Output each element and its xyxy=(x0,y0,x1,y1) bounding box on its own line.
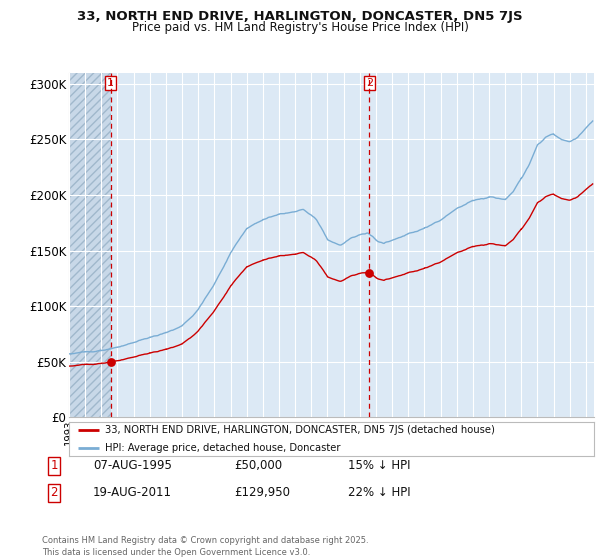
Text: 07-AUG-1995: 07-AUG-1995 xyxy=(93,459,172,473)
Text: 2: 2 xyxy=(50,486,58,500)
Bar xyxy=(69,73,111,417)
Bar xyxy=(69,73,111,417)
Text: 2: 2 xyxy=(365,78,373,88)
Text: £50,000: £50,000 xyxy=(234,459,282,473)
Text: £129,950: £129,950 xyxy=(234,486,290,500)
Text: 19-AUG-2011: 19-AUG-2011 xyxy=(93,486,172,500)
Text: 1: 1 xyxy=(50,459,58,473)
Text: 33, NORTH END DRIVE, HARLINGTON, DONCASTER, DN5 7JS (detached house): 33, NORTH END DRIVE, HARLINGTON, DONCAST… xyxy=(105,426,494,435)
Point xyxy=(106,357,116,366)
Text: 1: 1 xyxy=(107,78,114,88)
Text: 15% ↓ HPI: 15% ↓ HPI xyxy=(348,459,410,473)
Text: HPI: Average price, detached house, Doncaster: HPI: Average price, detached house, Donc… xyxy=(105,443,340,452)
Text: 22% ↓ HPI: 22% ↓ HPI xyxy=(348,486,410,500)
Point xyxy=(364,268,374,277)
Text: Price paid vs. HM Land Registry's House Price Index (HPI): Price paid vs. HM Land Registry's House … xyxy=(131,21,469,34)
Text: 33, NORTH END DRIVE, HARLINGTON, DONCASTER, DN5 7JS: 33, NORTH END DRIVE, HARLINGTON, DONCAST… xyxy=(77,10,523,22)
Text: Contains HM Land Registry data © Crown copyright and database right 2025.
This d: Contains HM Land Registry data © Crown c… xyxy=(42,536,368,557)
